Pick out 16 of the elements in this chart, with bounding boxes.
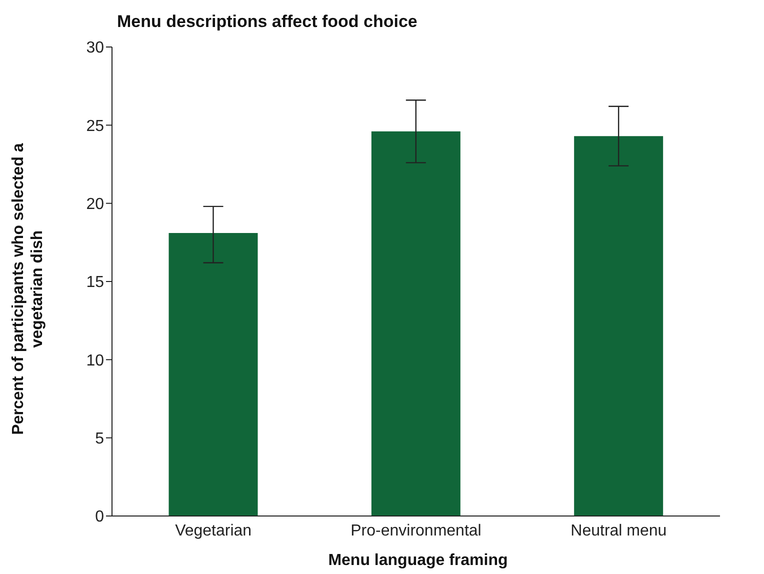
y-axis-title: Percent of participants who selected a vegetarian dish <box>9 142 47 437</box>
x-tick-label: Neutral menu <box>570 522 667 540</box>
bar <box>168 233 258 516</box>
y-tick-label: 5 <box>95 430 104 448</box>
chart-title: Menu descriptions affect food choice <box>117 12 418 32</box>
bar <box>574 136 664 516</box>
x-tick-label: Vegetarian <box>175 522 252 540</box>
y-tick-label: 0 <box>95 508 104 526</box>
y-tick-label: 25 <box>86 118 104 135</box>
x-axis-title: Menu language framing <box>327 552 509 570</box>
x-tick-label: Pro-environmental <box>350 522 482 540</box>
y-tick-label: 15 <box>86 274 104 292</box>
y-tick-label: 10 <box>86 352 104 370</box>
y-tick-label: 30 <box>86 40 104 57</box>
y-tick-label: 20 <box>86 196 104 214</box>
bar <box>371 131 460 516</box>
